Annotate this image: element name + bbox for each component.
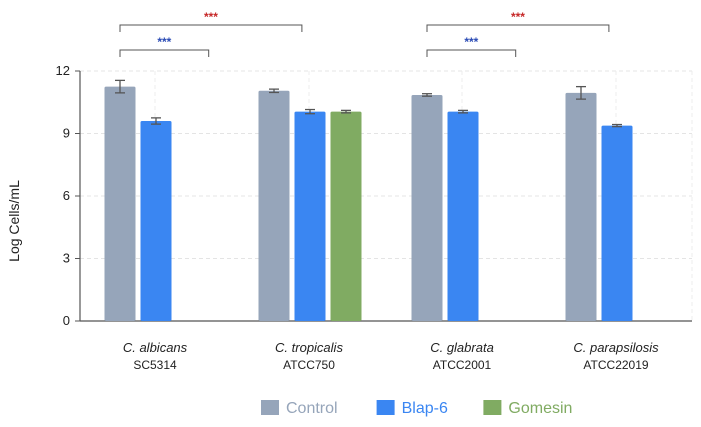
significance-stars: *** [464, 35, 478, 49]
bar-control-1 [258, 90, 290, 322]
bar-control-2 [411, 94, 443, 321]
legend-swatch-gomesin [483, 400, 502, 415]
category-species-label: C. glabrata [430, 340, 494, 355]
y-tick-label: 9 [63, 126, 70, 141]
bar-gomesin-1 [330, 111, 362, 321]
legend-label-control: Control [286, 400, 338, 417]
legend-swatch-control [261, 400, 279, 415]
category-species-label: C. parapsilosis [573, 340, 659, 355]
significance-bracket [426, 24, 610, 32]
y-tick-label: 0 [63, 313, 70, 328]
bar-blap-6-2 [447, 111, 479, 321]
category-strain-label: ATCC750 [283, 358, 335, 372]
y-tick-label: 3 [63, 251, 70, 266]
significance-bracket [119, 24, 303, 32]
significance-stars: *** [157, 35, 171, 49]
significance-stars: *** [204, 10, 218, 24]
bar-control-3 [565, 92, 597, 321]
legend-swatch-blap-6 [376, 400, 395, 415]
significance-bracket [426, 49, 517, 57]
legend-label-blap-6: Blap-6 [402, 400, 448, 417]
y-tick-label: 6 [63, 188, 70, 203]
legend-label-gomesin: Gomesin [508, 400, 572, 417]
significance-stars: *** [511, 10, 525, 24]
category-strain-label: ATCC2001 [433, 358, 492, 372]
y-tick-label: 12 [56, 63, 70, 78]
category-species-label: C. albicans [123, 340, 188, 355]
y-axis-label: Log Cells/mL [6, 180, 22, 262]
category-strain-label: ATCC22019 [583, 358, 648, 372]
bar-blap-6-1 [294, 111, 326, 321]
category-species-label: C. tropicalis [275, 340, 343, 355]
bar-blap-6-0 [140, 121, 172, 321]
category-strain-label: SC5314 [133, 358, 177, 372]
significance-bracket [119, 49, 210, 57]
bar-control-0 [104, 86, 136, 321]
bar-blap-6-3 [601, 125, 633, 321]
